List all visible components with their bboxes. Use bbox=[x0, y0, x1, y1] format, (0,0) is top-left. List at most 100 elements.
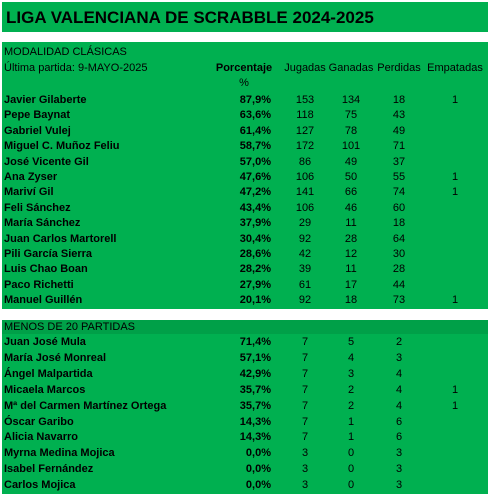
played: 7 bbox=[301, 431, 309, 444]
lost: 60 bbox=[392, 201, 406, 214]
player-name: José Vicente Gil bbox=[4, 155, 89, 168]
percentage: 87,9% bbox=[239, 94, 271, 106]
played: 7 bbox=[301, 351, 309, 364]
played: 3 bbox=[301, 479, 309, 492]
player-name: Gabriel Vulej bbox=[4, 124, 71, 137]
won: 4 bbox=[347, 351, 355, 364]
percentage: 0,0% bbox=[245, 479, 271, 492]
won: 2 bbox=[347, 383, 355, 396]
won: 49 bbox=[344, 155, 358, 168]
column-header: % bbox=[239, 77, 249, 89]
won: 1 bbox=[347, 431, 355, 444]
lost: 3 bbox=[395, 463, 403, 476]
section-header-band bbox=[2, 320, 488, 334]
won: 2 bbox=[347, 399, 355, 412]
won: 1 bbox=[347, 415, 355, 428]
won: 28 bbox=[344, 232, 358, 245]
player-name: Isabel Fernández bbox=[4, 463, 94, 476]
lost: 3 bbox=[395, 447, 403, 460]
played: 42 bbox=[298, 248, 312, 260]
section-box bbox=[2, 42, 488, 309]
played: 7 bbox=[301, 367, 309, 380]
player-name: Pili García Sierra bbox=[4, 248, 93, 260]
played: 39 bbox=[298, 263, 312, 276]
section-subtitle: Última partida: 9-MAYO-2025 bbox=[4, 62, 148, 74]
won: 134 bbox=[341, 94, 361, 106]
player-name: Óscar Garibo bbox=[4, 415, 74, 428]
lost: 43 bbox=[392, 109, 406, 122]
won: 0 bbox=[347, 479, 355, 492]
column-header: Perdidas bbox=[377, 62, 421, 74]
percentage: 0,0% bbox=[245, 447, 271, 460]
player-name: Ana Zyser bbox=[4, 171, 58, 183]
won: 3 bbox=[347, 367, 355, 380]
lost: 37 bbox=[392, 155, 406, 168]
won: 50 bbox=[344, 171, 358, 183]
won: 12 bbox=[344, 248, 358, 260]
percentage: 63,6% bbox=[239, 109, 271, 122]
section-box bbox=[2, 334, 488, 494]
section-title: MODALIDAD CLÁSICAS bbox=[4, 46, 127, 58]
player-name: María Sánchez bbox=[4, 217, 81, 230]
lost: 4 bbox=[395, 399, 403, 412]
player-name: Mariví Gil bbox=[4, 186, 54, 199]
played: 7 bbox=[301, 399, 309, 412]
played: 29 bbox=[298, 217, 312, 230]
played: 7 bbox=[301, 383, 309, 396]
column-header: Ganadas bbox=[328, 62, 374, 74]
played: 172 bbox=[295, 140, 315, 153]
player-name: Manuel Guillén bbox=[4, 294, 83, 307]
percentage: 47,2% bbox=[239, 186, 271, 199]
percentage: 47,6% bbox=[239, 171, 271, 183]
percentage: 35,7% bbox=[239, 399, 271, 412]
won: 18 bbox=[344, 294, 358, 307]
percentage: 61,4% bbox=[239, 124, 271, 137]
percentage: 58,7% bbox=[239, 140, 271, 153]
won: 11 bbox=[345, 263, 357, 276]
percentage: 43,4% bbox=[239, 201, 271, 214]
lost: 2 bbox=[395, 336, 403, 348]
percentage: 71,4% bbox=[239, 336, 271, 348]
won: 66 bbox=[344, 186, 358, 199]
played: 86 bbox=[298, 155, 312, 168]
played: 106 bbox=[295, 171, 315, 183]
played: 61 bbox=[298, 278, 312, 291]
lost: 73 bbox=[392, 294, 406, 307]
won: 78 bbox=[344, 124, 358, 137]
percentage: 14,3% bbox=[239, 415, 271, 428]
section-title: MENOS DE 20 PARTIDAS bbox=[4, 321, 136, 333]
percentage: 0,0% bbox=[245, 463, 271, 476]
lost: 30 bbox=[392, 248, 406, 260]
won: 5 bbox=[347, 336, 355, 348]
lost: 49 bbox=[392, 124, 406, 137]
tied: 1 bbox=[451, 171, 459, 183]
column-header: Empatadas bbox=[427, 62, 483, 74]
won: 101 bbox=[341, 140, 361, 153]
player-name: Alicia Navarro bbox=[4, 431, 78, 444]
column-header: Porcentaje bbox=[215, 62, 273, 74]
player-name: Javier Gilaberte bbox=[4, 94, 87, 106]
played: 127 bbox=[295, 124, 315, 137]
tied: 1 bbox=[451, 186, 459, 199]
lost: 4 bbox=[395, 367, 403, 380]
tied: 1 bbox=[451, 383, 459, 396]
player-name: Mª del Carmen Martínez Ortega bbox=[4, 399, 167, 412]
lost: 71 bbox=[392, 140, 406, 153]
percentage: 28,2% bbox=[239, 263, 271, 276]
title: LIGA VALENCIANA DE SCRABBLE 2024-2025 bbox=[6, 8, 374, 27]
lost: 18 bbox=[392, 94, 406, 106]
tied: 1 bbox=[451, 399, 459, 412]
lost: 4 bbox=[395, 383, 403, 396]
played: 7 bbox=[301, 415, 309, 428]
player-name: Paco Richetti bbox=[4, 278, 74, 291]
percentage: 28,6% bbox=[239, 248, 271, 260]
played: 92 bbox=[298, 232, 312, 245]
lost: 28 bbox=[392, 263, 406, 276]
percentage: 42,9% bbox=[239, 367, 271, 380]
lost: 3 bbox=[395, 479, 403, 492]
played: 118 bbox=[296, 109, 314, 122]
tied: 1 bbox=[451, 294, 459, 307]
percentage: 20,1% bbox=[239, 294, 271, 307]
lost: 18 bbox=[392, 217, 406, 230]
